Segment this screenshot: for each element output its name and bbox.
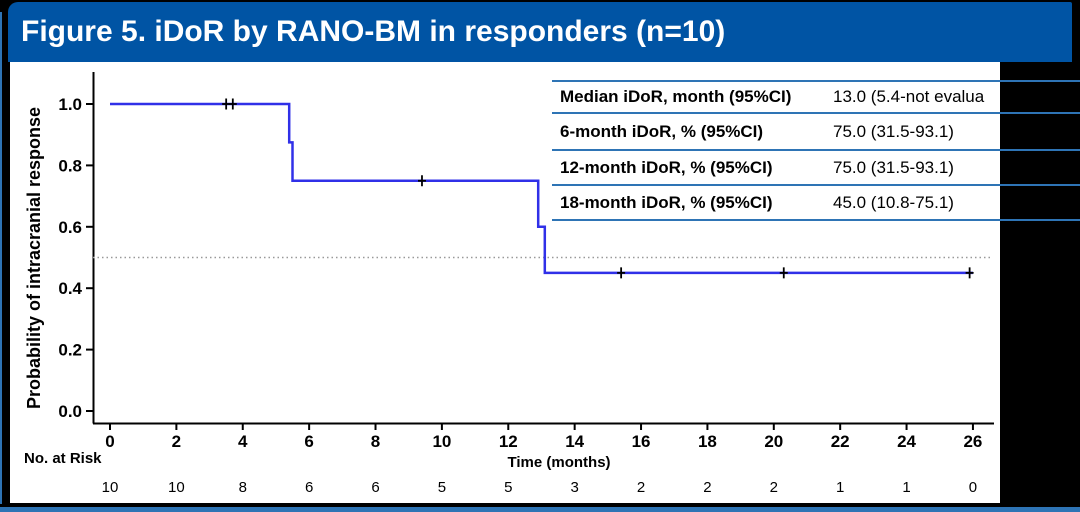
figure-title: Figure 5. iDoR by RANO-BM in responders … bbox=[21, 15, 726, 48]
stat-label: 18-month iDoR, % (95%CI) bbox=[560, 192, 773, 212]
at-risk-count: 10 bbox=[102, 479, 119, 496]
table-separator-line bbox=[552, 80, 1080, 82]
x-axis-title: Time (months) bbox=[507, 454, 610, 471]
x-tick-label: 12 bbox=[499, 432, 518, 451]
stat-value: 75.0 (31.5-93.1) bbox=[833, 121, 954, 141]
stat-value: 75.0 (31.5-93.1) bbox=[833, 157, 954, 177]
slide-border-bottom bbox=[0, 507, 1080, 512]
at-risk-count: 6 bbox=[371, 479, 379, 496]
x-tick-label: 20 bbox=[764, 432, 783, 451]
table-row: Median iDoR, month (95%CI) 13.0 (5.4-not… bbox=[552, 81, 1000, 113]
stat-value: 13.0 (5.4-not evalua bbox=[833, 87, 985, 106]
x-tick-label: 2 bbox=[172, 432, 181, 451]
y-axis-ticks: 1.0 0.8 0.6 0.4 0.2 0.0 bbox=[58, 95, 94, 421]
y-tick-label: 0.4 bbox=[58, 279, 82, 298]
table-separator-line bbox=[552, 219, 1080, 221]
table-separator-line bbox=[552, 112, 1080, 114]
x-tick-label: 22 bbox=[831, 432, 850, 451]
x-tick-label: 10 bbox=[432, 432, 451, 451]
idor-stats-table: Median iDoR, month (95%CI) 13.0 (5.4-not… bbox=[552, 81, 1000, 220]
x-tick-label: 18 bbox=[698, 432, 717, 451]
x-tick-label: 8 bbox=[371, 432, 380, 451]
kaplan-meier-chart: 1.00.80.60.40.20.0 0 2 4 6 8 10 12 14 16 18 20 22 24… bbox=[24, 72, 994, 496]
y-tick-label: 0.0 bbox=[58, 402, 82, 421]
number-at-risk-row: 10 10 8 6 6 5 5 3 2 2 2 1 1 0 bbox=[102, 479, 977, 496]
stat-label: Median iDoR, month (95%CI) bbox=[560, 87, 792, 106]
stat-label: 6-month iDoR, % (95%CI) bbox=[560, 121, 764, 141]
at-risk-count: 1 bbox=[836, 479, 844, 496]
x-tick-label: 26 bbox=[963, 432, 982, 451]
x-tick-label: 14 bbox=[565, 432, 584, 451]
y-axis-title: Probability of intracranial response bbox=[24, 107, 44, 409]
chart-panel: 1.0 0.8 0.6 0.4 0.2 0.0 0 2 4 6 8 10 12 14 16 18 20 22 24… bbox=[10, 62, 1000, 503]
y-tick-label: 0.6 bbox=[58, 218, 82, 237]
y-tick-label: 0.2 bbox=[58, 341, 82, 360]
x-tick-label: 4 bbox=[238, 432, 248, 451]
x-tick-label: 16 bbox=[632, 432, 651, 451]
x-tick-label: 24 bbox=[897, 432, 916, 451]
survival-step-curve bbox=[110, 102, 973, 275]
x-axis-ticks: 0 2 4 6 8 10 12 14 16 18 20 22 24 26 bbox=[105, 423, 982, 451]
y-tick-label: 1.0 bbox=[58, 95, 82, 114]
table-separator-line bbox=[552, 149, 1080, 151]
km-step-path bbox=[110, 102, 973, 275]
at-risk-count: 10 bbox=[168, 479, 185, 496]
at-risk-count: 0 bbox=[969, 479, 977, 496]
slide-border-left bbox=[0, 12, 2, 504]
censor-marks bbox=[222, 98, 974, 279]
stat-label: 12-month iDoR, % (95%CI) bbox=[560, 157, 773, 177]
x-tick-label: 6 bbox=[304, 432, 313, 451]
no-at-risk-label: No. at Risk bbox=[24, 450, 102, 467]
table-separator-line bbox=[552, 184, 1080, 186]
table-row: 18-month iDoR, % (95%CI) 45.0 (10.8-75.1… bbox=[552, 185, 1000, 220]
at-risk-count: 2 bbox=[770, 479, 778, 496]
at-risk-count: 3 bbox=[570, 479, 578, 496]
x-tick-label: 0 bbox=[105, 432, 114, 451]
at-risk-count: 2 bbox=[637, 479, 645, 496]
at-risk-count: 1 bbox=[902, 479, 910, 496]
table-row: 12-month iDoR, % (95%CI) 75.0 (31.5-93.1… bbox=[552, 150, 1000, 185]
at-risk-count: 2 bbox=[703, 479, 711, 496]
y-tick-label: 0.8 bbox=[58, 156, 82, 175]
stat-value: 45.0 (10.8-75.1) bbox=[833, 192, 954, 212]
at-risk-count: 5 bbox=[438, 479, 446, 496]
at-risk-count: 5 bbox=[504, 479, 512, 496]
figure-title-bar: Figure 5. iDoR by RANO-BM in responders … bbox=[8, 2, 1072, 62]
at-risk-count: 8 bbox=[239, 479, 247, 496]
table-row: 6-month iDoR, % (95%CI) 75.0 (31.5-93.1) bbox=[552, 113, 1000, 150]
at-risk-count: 6 bbox=[305, 479, 313, 496]
